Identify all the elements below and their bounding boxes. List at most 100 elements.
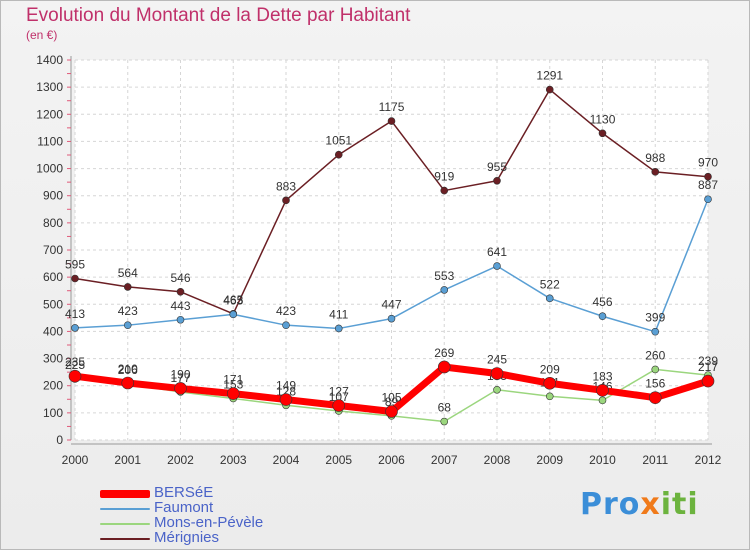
x-tick-label: 2002 — [167, 453, 194, 467]
legend-swatch — [100, 538, 150, 540]
data-point — [229, 310, 238, 319]
y-tick-label: 100 — [43, 406, 63, 420]
y-tick-label: 500 — [43, 297, 63, 311]
data-label: 1051 — [325, 134, 352, 148]
data-point — [440, 286, 449, 294]
y-tick-label: 1200 — [36, 107, 63, 121]
data-point — [651, 365, 660, 374]
data-label: 190 — [170, 367, 190, 381]
data-label: 177 — [170, 371, 190, 385]
x-tick-label: 2007 — [431, 453, 458, 467]
y-tick-label: 1100 — [37, 134, 63, 148]
unit-label: (en €) — [26, 28, 58, 42]
data-point — [440, 417, 449, 426]
legend-item: Mons-en-Pévèle — [100, 514, 400, 531]
x-tick-label: 2005 — [325, 453, 352, 467]
data-label: 883 — [276, 179, 296, 193]
data-label: 988 — [645, 151, 665, 165]
data-label: 127 — [329, 385, 349, 399]
x-tick-label: 2009 — [536, 453, 563, 467]
data-label: 522 — [540, 277, 560, 291]
data-point — [545, 392, 554, 401]
y-tick-label: 600 — [43, 270, 63, 284]
data-label: 245 — [487, 353, 507, 367]
x-tick-label: 2011 — [642, 453, 668, 467]
data-label: 887 — [698, 178, 718, 192]
data-label: 399 — [645, 311, 665, 325]
data-label: 128 — [276, 384, 296, 398]
data-label: 149 — [276, 379, 296, 393]
data-label: 411 — [329, 307, 348, 321]
data-label: 546 — [170, 271, 190, 285]
legend-swatch — [100, 490, 150, 498]
legend-item: BERSéE — [100, 484, 400, 501]
data-label: 456 — [592, 295, 612, 309]
data-point — [332, 399, 346, 412]
data-label: 919 — [434, 170, 454, 184]
data-point — [545, 85, 554, 94]
data-label: 107 — [329, 390, 349, 404]
y-tick-label: 1300 — [36, 80, 63, 94]
data-point — [493, 385, 501, 394]
x-tick-label: 2012 — [695, 453, 722, 467]
data-point — [598, 129, 607, 138]
data-point — [334, 150, 343, 159]
y-tick-label: 400 — [43, 324, 63, 338]
data-point — [704, 195, 712, 204]
y-tick-label: 200 — [43, 379, 63, 393]
data-point — [651, 168, 660, 176]
data-label: 1130 — [590, 112, 616, 126]
data-point — [648, 391, 662, 404]
data-label: 564 — [118, 266, 138, 280]
chart-title: Evolution du Montant de la Dette par Hab… — [26, 5, 411, 26]
data-label: 153 — [223, 377, 243, 391]
x-tick-label: 2004 — [273, 453, 300, 467]
proxiti-logo: Proxiti — [580, 487, 699, 522]
data-label: 423 — [118, 304, 138, 318]
y-tick-label: 700 — [43, 243, 63, 257]
data-label: 447 — [381, 298, 401, 312]
data-label: 171 — [223, 373, 243, 387]
data-point — [226, 387, 240, 400]
data-label: 68 — [438, 401, 452, 415]
x-tick-label: 2003 — [220, 453, 247, 467]
data-label: 183 — [592, 369, 612, 383]
data-point — [704, 172, 712, 181]
data-label: 1291 — [536, 69, 563, 83]
data-label: 465 — [223, 293, 243, 307]
legend-label: Mérignies — [154, 529, 220, 546]
x-tick-label: 2010 — [589, 453, 616, 467]
data-point — [493, 262, 501, 270]
y-tick-label: 900 — [43, 189, 63, 203]
legend-item: Faumont — [100, 499, 400, 516]
data-point — [123, 321, 132, 329]
data-point — [123, 283, 132, 291]
data-point — [545, 294, 554, 303]
x-tick-label: 2008 — [484, 453, 511, 467]
data-label: 269 — [434, 346, 454, 360]
data-label: 443 — [170, 299, 190, 313]
data-point — [651, 327, 660, 336]
data-label: 105 — [381, 391, 401, 405]
y-tick-label: 300 — [43, 352, 63, 366]
data-point — [176, 315, 185, 324]
legend-item: Mérignies — [100, 529, 400, 546]
data-point — [543, 376, 557, 390]
data-point — [387, 117, 396, 125]
data-label: 595 — [65, 258, 85, 272]
data-point — [282, 196, 290, 205]
data-point — [440, 186, 449, 195]
data-point — [598, 396, 607, 405]
data-point — [279, 393, 293, 406]
data-label: 156 — [645, 377, 665, 391]
data-label: 239 — [698, 354, 718, 368]
y-tick-label: 1400 — [36, 53, 63, 67]
data-label: 955 — [487, 160, 507, 174]
data-point — [334, 324, 343, 333]
x-tick-label: 2000 — [62, 453, 89, 467]
legend-label: Faumont — [154, 499, 214, 516]
x-tick-label: 2001 — [114, 453, 141, 467]
data-label: 217 — [698, 360, 718, 374]
data-label: 1175 — [379, 100, 405, 114]
